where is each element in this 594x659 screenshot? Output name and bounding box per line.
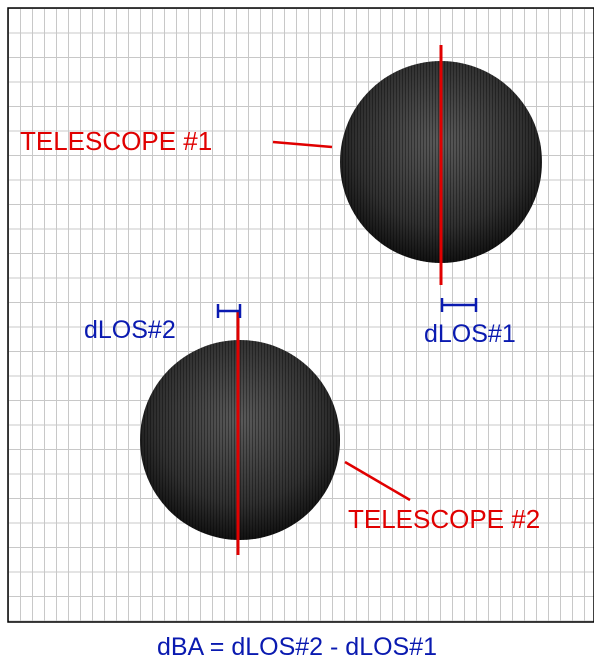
dlos-2-bracket [216, 304, 242, 318]
caption: dBA = dLOS#2 - dLOS#1 [157, 633, 437, 659]
leader-2 [344, 460, 411, 502]
leader-1 [272, 140, 333, 149]
dlos-1-bracket [440, 298, 478, 312]
telescope-2-label: TELESCOPE #2 [348, 504, 540, 534]
sphere-2 [140, 340, 340, 540]
dlos-1-label: dLOS#1 [424, 320, 516, 348]
dlos-2-label: dLOS#2 [84, 316, 176, 344]
telescope-1-label: TELESCOPE #1 [20, 126, 212, 156]
